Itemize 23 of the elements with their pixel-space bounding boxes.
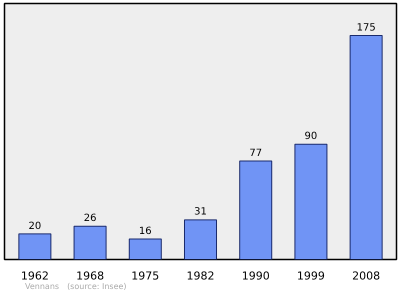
data-label: 20	[28, 220, 42, 232]
data-label: 26	[84, 213, 96, 224]
x-tick-label: 2008	[352, 270, 380, 282]
data-label: 31	[194, 206, 207, 218]
bar	[350, 35, 383, 260]
data-label: 90	[304, 131, 318, 142]
x-tick-label: 1982	[186, 270, 215, 282]
bar	[18, 233, 52, 260]
bar	[128, 238, 162, 260]
x-tick-label: 1968	[76, 270, 104, 282]
bar	[239, 160, 272, 260]
x-tick-label: 1962	[20, 270, 49, 282]
bar	[184, 219, 218, 260]
x-tick-label: 1999	[296, 270, 325, 282]
data-label: 77	[249, 148, 262, 159]
x-tick-label: 1990	[242, 270, 270, 282]
x-tick-label: 1975	[131, 270, 160, 282]
bar	[294, 144, 328, 260]
text: (source: Insee)	[67, 282, 127, 291]
data-label: 16	[138, 226, 152, 237]
data-label: 175	[356, 22, 376, 34]
bar	[74, 226, 107, 260]
text: Vennans	[25, 282, 60, 291]
